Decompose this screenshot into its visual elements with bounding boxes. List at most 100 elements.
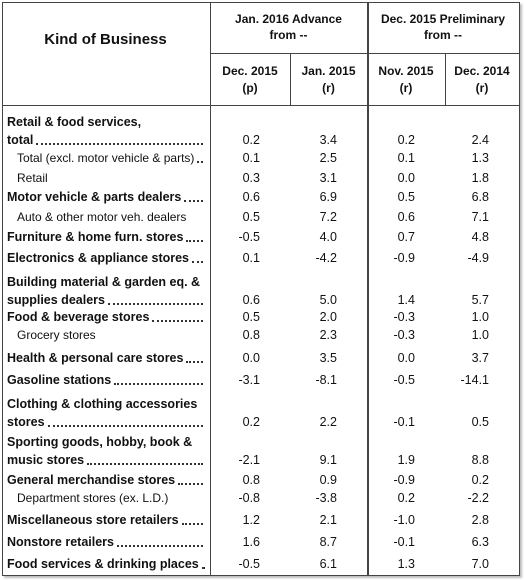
row-label-text: Retail & food services, [7,115,142,129]
cell-value: -0.8 [238,491,260,505]
cell-value: 0.2 [471,473,489,487]
row-label-text: General merchandise stores [7,473,176,487]
cell-value: 1.2 [242,513,260,527]
cell-value: 0.0 [397,351,415,365]
v-rule [290,53,291,105]
cell-value: 0.1 [242,251,260,265]
group-header-line: from -- [269,28,308,42]
cell-value: 3.1 [319,171,337,185]
row-label: Auto & other motor veh. dealers [7,208,205,226]
cell-value: 8.8 [471,453,489,467]
h-rule [3,105,519,106]
group-header-line: from -- [424,28,462,42]
column-header-line: Jan. 2015 [301,64,356,78]
row-label: Food & beverage stores [7,308,205,326]
cell-value: -0.1 [393,535,415,549]
row-label-text: Health & personal care stores [7,351,184,365]
row-label: Gasoline stations [7,371,205,389]
group-header: Jan. 2016 Advance from -- [210,11,367,43]
cell-value: -0.9 [393,251,415,265]
v-rule [367,3,369,575]
row-label-text: Retail [17,171,48,185]
row-label-text: supplies dealers [7,293,105,307]
cell-value: 0.0 [242,351,260,365]
cell-value: 0.2 [242,415,260,429]
cell-value: 4.8 [471,230,489,244]
cell-value: 7.0 [471,557,489,571]
cell-value: 0.0 [397,171,415,185]
cell-value: 3.7 [471,351,489,365]
row-label: Miscellaneous store retailers [7,511,205,529]
row-label-line: Furniture & home furn. stores [7,228,205,246]
row-label: Clothing & clothing accessories stores [7,395,205,431]
column-header-line: Dec. 2015 [222,64,278,78]
row-label-line: Food services & drinking places [7,555,205,573]
row-label-line: Health & personal care stores [7,349,205,367]
row-label: Retail & food services, total [7,113,205,149]
row-label: Building material & garden eq. & supplies… [7,273,205,309]
cell-value: 6.8 [471,190,489,204]
row-label-text: Sporting goods, hobby, book & [7,435,193,449]
cell-value: -0.3 [393,328,415,342]
group-header: Dec. 2015 Preliminary from -- [367,11,519,43]
row-label: Grocery stores [7,326,205,344]
column-header-line: (r) [475,81,489,95]
cell-value: -0.5 [238,557,260,571]
row-label-text: Auto & other motor veh. dealers [17,210,187,224]
cell-value: 6.9 [319,190,337,204]
row-label-line: Electronics & appliance stores [7,249,205,267]
column-header-line: Nov. 2015 [378,64,434,78]
row-label-line: supplies dealers [7,291,205,309]
row-label-line: stores [7,413,205,431]
column-header-line: Dec. 2014 [454,64,510,78]
cell-value: -3.1 [238,373,260,387]
row-label-line: Clothing & clothing accessories [7,395,205,413]
cell-value: 5.0 [319,293,337,307]
row-label-line: Food & beverage stores [7,308,205,326]
cell-value: -14.1 [460,373,490,387]
row-label-line: Grocery stores [17,326,205,344]
cell-value: -4.9 [467,251,489,265]
row-label-text: Food & beverage stores [7,310,150,324]
cell-value: 1.0 [471,310,489,324]
row-label-line: Retail & food services, [7,113,205,131]
column-header-line: (r) [399,81,413,95]
row-label-line: Department stores (ex. L.D.) [17,489,205,507]
cell-value: 2.5 [319,151,337,165]
cell-value: -0.5 [393,373,415,387]
cell-value: 0.6 [242,293,260,307]
cell-value: 1.3 [397,557,415,571]
row-label-line: Motor vehicle & parts dealers [7,188,205,206]
cell-value: -0.1 [393,415,415,429]
row-label: Motor vehicle & parts dealers [7,188,205,206]
column-header-line: (r) [322,81,335,95]
cell-value: -8.1 [315,373,337,387]
cell-value: -0.3 [393,310,415,324]
cell-value: 1.3 [471,151,489,165]
cell-value: 0.1 [242,151,260,165]
cell-value: 7.1 [471,210,489,224]
cell-value: -2.2 [467,491,489,505]
row-label-line: Total (excl. motor vehicle & parts) [17,149,205,167]
row-label-text: Nonstore retailers [7,535,114,549]
row-label: Health & personal care stores [7,349,205,367]
cell-value: 3.5 [319,351,337,365]
cell-value: 0.3 [242,171,260,185]
cell-value: 2.8 [471,513,489,527]
cell-value: 0.2 [397,491,415,505]
cell-value: 5.7 [471,293,489,307]
row-label: Nonstore retailers [7,533,205,551]
row-label-text: total [7,133,34,147]
row-label: General merchandise stores [7,471,205,489]
cell-value: 0.2 [397,133,415,147]
cell-value: 0.7 [397,230,415,244]
row-label: Retail [7,169,205,187]
cell-value: 2.3 [319,328,337,342]
row-label-line: Gasoline stations [7,371,205,389]
row-label-text: Grocery stores [17,328,96,342]
cell-value: 9.1 [319,453,337,467]
column-header-line: (p) [242,81,258,95]
row-label: Food services & drinking places [7,555,205,573]
cell-value: 2.4 [471,133,489,147]
cell-value: -4.2 [315,251,337,265]
